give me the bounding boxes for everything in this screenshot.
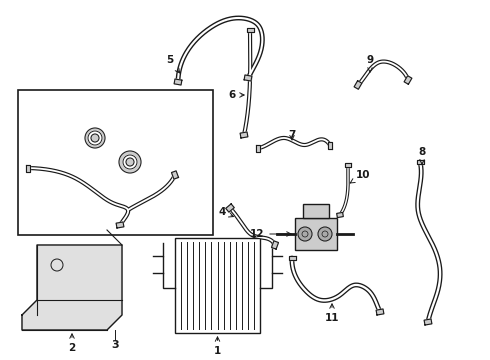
Polygon shape xyxy=(327,141,332,149)
Circle shape xyxy=(88,131,102,145)
Polygon shape xyxy=(116,222,124,228)
Text: 10: 10 xyxy=(350,170,370,183)
Text: 5: 5 xyxy=(167,55,180,73)
Text: 11: 11 xyxy=(325,304,339,323)
Polygon shape xyxy=(271,241,278,249)
Polygon shape xyxy=(25,165,30,171)
Text: 1: 1 xyxy=(214,337,221,356)
Polygon shape xyxy=(376,309,384,315)
Polygon shape xyxy=(256,144,261,152)
Polygon shape xyxy=(337,212,343,217)
Polygon shape xyxy=(244,75,252,81)
Polygon shape xyxy=(226,204,234,212)
Circle shape xyxy=(126,158,134,166)
Bar xyxy=(295,218,337,250)
Polygon shape xyxy=(246,28,253,32)
Circle shape xyxy=(298,227,312,241)
Text: 12: 12 xyxy=(250,229,291,239)
Bar xyxy=(303,204,329,218)
Polygon shape xyxy=(416,159,423,165)
Text: 7: 7 xyxy=(288,130,295,140)
Text: 3: 3 xyxy=(111,340,119,350)
Circle shape xyxy=(85,128,105,148)
Polygon shape xyxy=(354,81,362,89)
Circle shape xyxy=(318,227,332,241)
Polygon shape xyxy=(22,245,122,330)
Polygon shape xyxy=(424,319,432,325)
Polygon shape xyxy=(404,76,412,84)
Polygon shape xyxy=(172,171,178,179)
Text: 9: 9 xyxy=(367,55,373,72)
Polygon shape xyxy=(345,163,351,167)
Text: 4: 4 xyxy=(219,207,233,217)
Circle shape xyxy=(123,155,137,169)
Polygon shape xyxy=(289,256,295,260)
Bar xyxy=(175,238,260,333)
Circle shape xyxy=(119,151,141,173)
Text: 8: 8 xyxy=(418,147,426,164)
Text: 2: 2 xyxy=(69,334,75,353)
Circle shape xyxy=(91,134,99,142)
Polygon shape xyxy=(240,132,248,138)
Polygon shape xyxy=(174,79,182,85)
Bar xyxy=(18,90,213,235)
Text: 6: 6 xyxy=(228,90,244,100)
